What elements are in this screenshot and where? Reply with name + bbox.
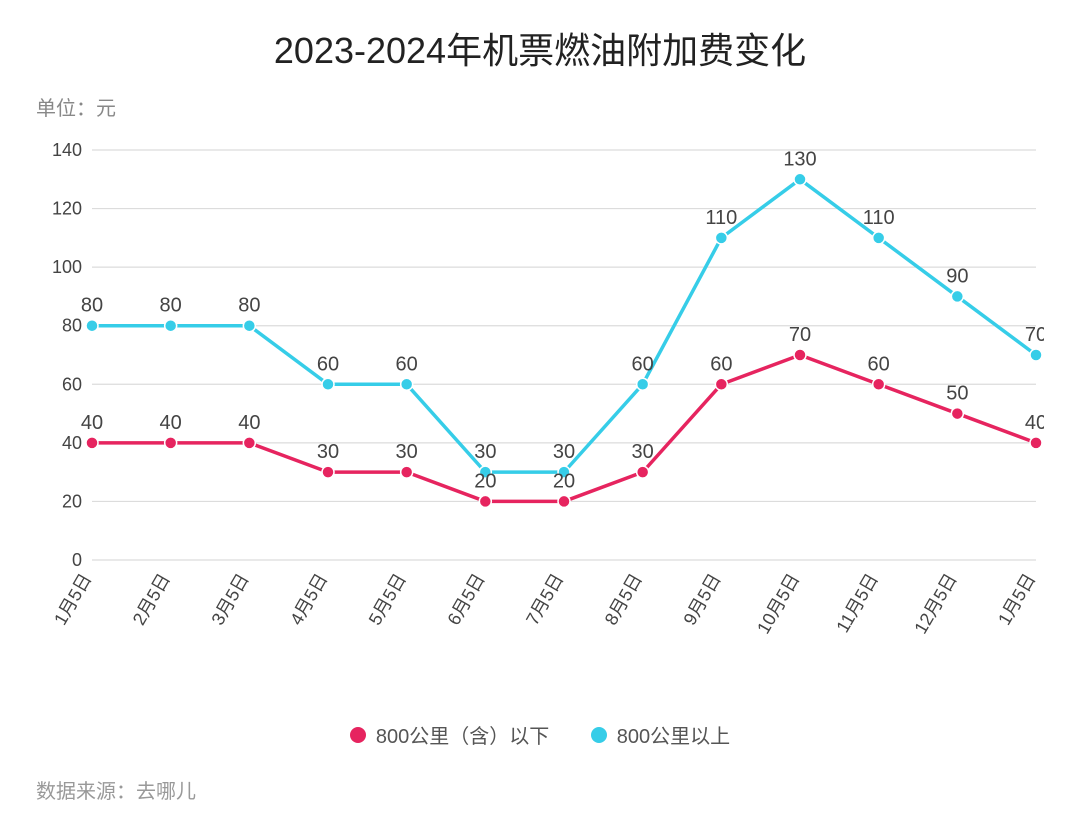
svg-text:50: 50 (946, 383, 968, 405)
legend: 800公里（含）以下 800公里以上 (0, 720, 1080, 749)
svg-text:70: 70 (789, 324, 811, 346)
svg-text:1月5日: 1月5日 (994, 570, 1039, 629)
svg-text:100: 100 (52, 257, 82, 277)
svg-text:60: 60 (396, 353, 418, 375)
legend-dot-icon (350, 727, 366, 743)
svg-text:40: 40 (238, 412, 260, 434)
svg-text:20: 20 (553, 470, 575, 492)
svg-text:9月5日: 9月5日 (679, 570, 724, 629)
legend-dot-icon (591, 727, 607, 743)
svg-text:20: 20 (474, 470, 496, 492)
svg-text:4月5日: 4月5日 (286, 570, 331, 629)
svg-text:60: 60 (317, 353, 339, 375)
svg-text:130: 130 (783, 148, 816, 170)
svg-text:110: 110 (705, 207, 737, 229)
svg-text:80: 80 (81, 295, 103, 317)
chart-title: 2023-2024年机票燃油附加费变化 (0, 0, 1080, 74)
svg-text:6月5日: 6月5日 (443, 570, 488, 629)
svg-text:60: 60 (62, 374, 82, 394)
svg-text:40: 40 (81, 412, 103, 434)
svg-text:1月5日: 1月5日 (50, 570, 95, 629)
svg-text:7月5日: 7月5日 (522, 570, 567, 629)
legend-item-under800: 800公里（含）以下 (350, 720, 549, 749)
unit-label: 单位：元 (0, 74, 1080, 121)
svg-text:5月5日: 5月5日 (365, 570, 410, 629)
svg-text:30: 30 (474, 441, 496, 463)
svg-text:3月5日: 3月5日 (207, 570, 252, 629)
svg-text:80: 80 (238, 295, 260, 317)
svg-text:120: 120 (52, 199, 82, 219)
svg-text:0: 0 (72, 550, 82, 570)
svg-text:10月5日: 10月5日 (753, 570, 803, 637)
svg-text:40: 40 (1025, 412, 1044, 434)
line-chart-svg: 0 20 40 60 80 100 120 140 1月5日 2月5日 3月5日 4月5日 5月5日 6月… (36, 130, 1044, 690)
svg-text:70: 70 (1025, 324, 1044, 346)
svg-text:60: 60 (868, 353, 890, 375)
svg-text:80: 80 (62, 316, 82, 336)
svg-text:30: 30 (317, 441, 339, 463)
svg-text:40: 40 (160, 412, 182, 434)
svg-text:90: 90 (946, 265, 968, 287)
svg-text:30: 30 (396, 441, 418, 463)
legend-label-under800: 800公里（含）以下 (376, 720, 549, 749)
svg-text:8月5日: 8月5日 (601, 570, 646, 629)
svg-text:140: 140 (52, 140, 82, 160)
svg-text:80: 80 (160, 295, 182, 317)
svg-text:11月5日: 11月5日 (832, 570, 882, 636)
svg-text:60: 60 (710, 353, 732, 375)
legend-item-over800: 800公里以上 (591, 720, 730, 749)
svg-text:60: 60 (632, 353, 654, 375)
svg-text:20: 20 (62, 491, 82, 511)
svg-text:110: 110 (863, 207, 895, 229)
svg-text:30: 30 (553, 441, 575, 463)
svg-text:40: 40 (62, 433, 82, 453)
legend-label-over800: 800公里以上 (617, 720, 730, 749)
data-source-label: 数据来源：去哪儿 (36, 775, 196, 804)
svg-text:12月5日: 12月5日 (910, 570, 960, 637)
svg-text:2月5日: 2月5日 (129, 570, 174, 629)
chart-area: 0 20 40 60 80 100 120 140 1月5日 2月5日 3月5日 4月5日 5月5日 6月… (36, 130, 1044, 690)
svg-text:30: 30 (632, 441, 654, 463)
